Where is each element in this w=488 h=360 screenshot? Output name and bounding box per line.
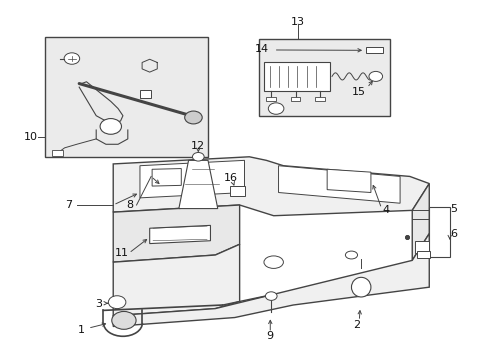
Text: 10: 10 <box>23 132 38 142</box>
Polygon shape <box>278 166 399 203</box>
Ellipse shape <box>264 256 283 269</box>
Bar <box>416 251 429 258</box>
Bar <box>259 39 389 116</box>
Text: 5: 5 <box>449 203 456 213</box>
Text: 4: 4 <box>381 205 388 215</box>
Text: 14: 14 <box>254 44 268 54</box>
Polygon shape <box>149 225 210 244</box>
Text: 15: 15 <box>351 87 365 98</box>
Bar <box>266 97 276 101</box>
Text: 16: 16 <box>224 173 237 183</box>
Bar <box>52 150 63 156</box>
Ellipse shape <box>351 277 370 297</box>
Text: 7: 7 <box>65 200 72 210</box>
Bar <box>428 207 449 257</box>
Bar <box>366 48 382 53</box>
Circle shape <box>268 103 284 114</box>
Polygon shape <box>152 168 181 186</box>
Polygon shape <box>140 160 244 198</box>
Circle shape <box>108 296 125 309</box>
Circle shape <box>192 153 203 161</box>
Polygon shape <box>113 205 239 262</box>
Polygon shape <box>113 157 428 216</box>
Circle shape <box>184 111 202 124</box>
Bar <box>290 97 300 101</box>
Polygon shape <box>179 160 217 208</box>
Bar <box>45 37 207 157</box>
Bar <box>414 241 428 253</box>
Circle shape <box>368 71 382 81</box>
Text: 11: 11 <box>115 248 129 258</box>
Circle shape <box>100 118 121 134</box>
Text: 13: 13 <box>290 17 305 27</box>
Circle shape <box>112 311 136 329</box>
Text: 1: 1 <box>78 325 85 335</box>
Text: 12: 12 <box>191 141 205 151</box>
Polygon shape <box>411 184 428 260</box>
Bar <box>140 90 150 98</box>
Bar <box>314 97 324 101</box>
Bar <box>264 62 329 91</box>
Bar <box>229 186 245 196</box>
Ellipse shape <box>345 251 357 259</box>
Text: 8: 8 <box>126 200 134 210</box>
Polygon shape <box>326 169 370 193</box>
Text: 6: 6 <box>449 229 456 239</box>
Polygon shape <box>113 244 239 316</box>
Circle shape <box>265 292 277 300</box>
Text: 9: 9 <box>266 332 273 342</box>
Text: 2: 2 <box>352 320 359 330</box>
Circle shape <box>64 53 80 64</box>
Polygon shape <box>113 234 428 327</box>
Text: 3: 3 <box>95 299 102 309</box>
